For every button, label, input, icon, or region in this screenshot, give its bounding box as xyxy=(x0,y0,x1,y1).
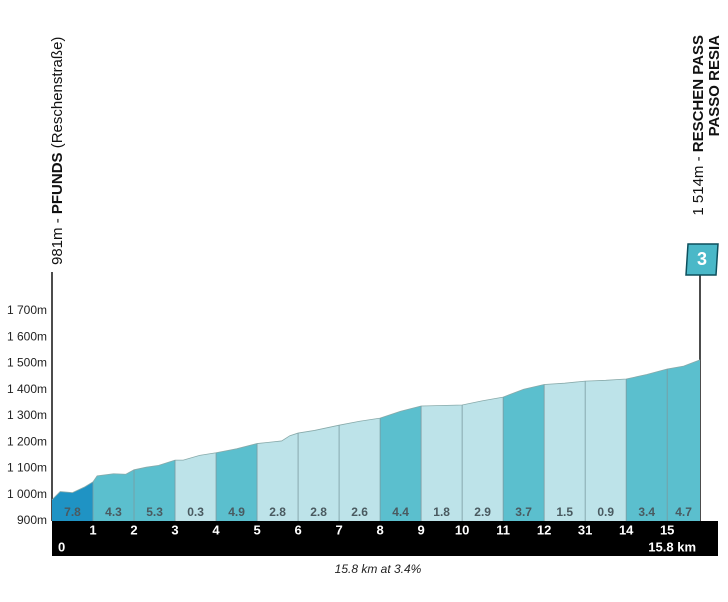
gradient-label: 4.7 xyxy=(675,505,692,519)
y-tick-label: 900m xyxy=(17,513,47,527)
gradient-label: 2.8 xyxy=(269,505,286,519)
start-distance: 0 xyxy=(58,539,65,554)
start-name: PFUNDS xyxy=(49,152,66,214)
end-name-alt: PASSO RESIA xyxy=(706,35,723,137)
segment xyxy=(298,425,340,521)
gradient-label: 0.9 xyxy=(597,505,614,519)
end-distance: 15.8 km xyxy=(648,539,696,554)
y-tick-label: 1 700m xyxy=(7,303,47,317)
gradient-label: 1.8 xyxy=(433,505,450,519)
gradient-label: 2.9 xyxy=(474,505,491,519)
y-tick-label: 1 100m xyxy=(7,461,47,475)
segment xyxy=(544,381,586,521)
gradient-label: 4.9 xyxy=(228,505,245,519)
start-elevation: 981m - xyxy=(49,218,66,265)
km-label: 5 xyxy=(253,522,260,537)
km-label: 6 xyxy=(294,522,301,537)
gradient-label: 3.7 xyxy=(515,505,532,519)
y-tick-label: 1 400m xyxy=(7,382,47,396)
segment xyxy=(626,369,668,521)
km-label: 15 xyxy=(660,522,674,537)
y-tick-label: 1 000m xyxy=(7,487,47,501)
segment xyxy=(175,452,217,521)
km-label: 31 xyxy=(578,522,592,537)
end-name: RESCHEN PASS xyxy=(690,35,707,152)
start-label: 981m - PFUNDS (Reschenstraße) xyxy=(49,37,66,265)
gradient-label: 5.3 xyxy=(146,505,163,519)
gradient-label: 3.4 xyxy=(638,505,655,519)
category-label: 3 xyxy=(697,249,707,269)
km-label: 7 xyxy=(335,522,342,537)
km-label: 4 xyxy=(212,522,220,537)
gradient-label: 2.6 xyxy=(351,505,368,519)
km-label: 11 xyxy=(496,522,510,537)
summary: 15.8 km at 3.4% xyxy=(335,562,422,576)
segment xyxy=(52,481,94,521)
gradient-label: 0.3 xyxy=(187,505,204,519)
km-label: 12 xyxy=(537,522,551,537)
end-elevation: 1 514m - xyxy=(690,156,707,215)
start-note: (Reschenstraße) xyxy=(49,37,66,149)
segment xyxy=(93,469,135,521)
gradient-label: 4.4 xyxy=(392,505,409,519)
km-label: 1 xyxy=(89,522,96,537)
y-tick-label: 1 500m xyxy=(7,356,47,370)
segment xyxy=(462,397,504,521)
end-label: 1 514m - RESCHEN PASS xyxy=(690,35,707,216)
gradient-label: 1.5 xyxy=(556,505,573,519)
segment xyxy=(257,433,299,521)
km-label: 9 xyxy=(417,522,424,537)
gradient-label: 7.8 xyxy=(64,505,81,519)
km-label: 8 xyxy=(376,522,383,537)
category-badge xyxy=(685,243,719,276)
segment xyxy=(339,418,381,521)
distance-band xyxy=(52,521,718,556)
y-tick-label: 1 600m xyxy=(7,329,47,343)
segment xyxy=(421,404,463,521)
km-label: 2 xyxy=(130,522,137,537)
y-tick-label: 1 300m xyxy=(7,408,47,422)
segment xyxy=(585,378,627,521)
segment xyxy=(503,384,545,521)
km-label: 3 xyxy=(171,522,178,537)
segment xyxy=(380,406,422,521)
segment xyxy=(216,443,258,521)
gradient-label: 2.8 xyxy=(310,505,327,519)
km-label: 10 xyxy=(455,522,469,537)
km-label: 14 xyxy=(619,522,634,537)
segment xyxy=(134,460,176,521)
y-tick-label: 1 200m xyxy=(7,434,47,448)
segment xyxy=(667,359,700,521)
gradient-label: 4.3 xyxy=(105,505,122,519)
